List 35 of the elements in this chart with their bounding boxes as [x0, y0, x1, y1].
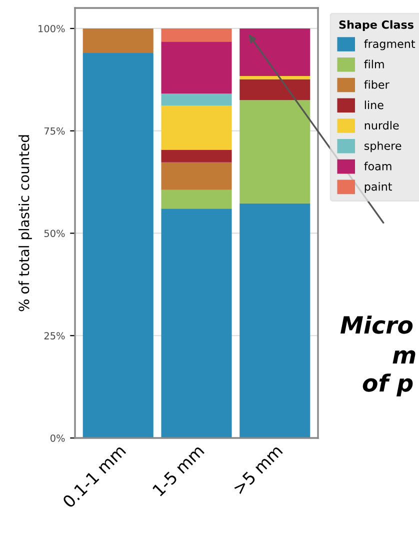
x-tick-label: 1-5 mm [152, 444, 205, 497]
bar [161, 105, 232, 150]
legend-label: sphere [364, 141, 402, 152]
text: m [392, 350, 416, 364]
bar [240, 76, 310, 80]
bar [161, 190, 232, 209]
bar [82, 53, 154, 438]
bar [240, 79, 310, 100]
text: of p [362, 374, 413, 396]
text: Micro [340, 316, 413, 334]
bar [82, 28, 154, 54]
legend-title: Shape Class [339, 20, 414, 31]
bar [161, 94, 232, 106]
y-axis-title: % of total plastic counted [18, 135, 32, 312]
bar [161, 42, 232, 94]
bar [240, 100, 310, 204]
bar [161, 28, 232, 42]
legend-label: foam [364, 162, 392, 170]
legend-label: fiber [364, 80, 390, 89]
y-tick-label: 0% [50, 434, 65, 442]
legend-label: line [364, 100, 384, 110]
bar [161, 208, 232, 438]
y-tick-label: 25% [44, 332, 65, 340]
bar [240, 203, 310, 438]
y-tick-label: 50% [44, 230, 65, 238]
legend-label: film [364, 60, 384, 68]
bar [240, 28, 310, 76]
legend-label: nurdle [364, 120, 399, 130]
bar [161, 162, 232, 190]
bar [161, 150, 232, 162]
x-tick-label: >5 mm [232, 444, 284, 495]
y-tick-label: 75% [44, 127, 65, 135]
legend-label: paint [364, 182, 392, 193]
legend-label: fragment [364, 39, 416, 50]
y-tick-label: 100% [38, 24, 65, 32]
